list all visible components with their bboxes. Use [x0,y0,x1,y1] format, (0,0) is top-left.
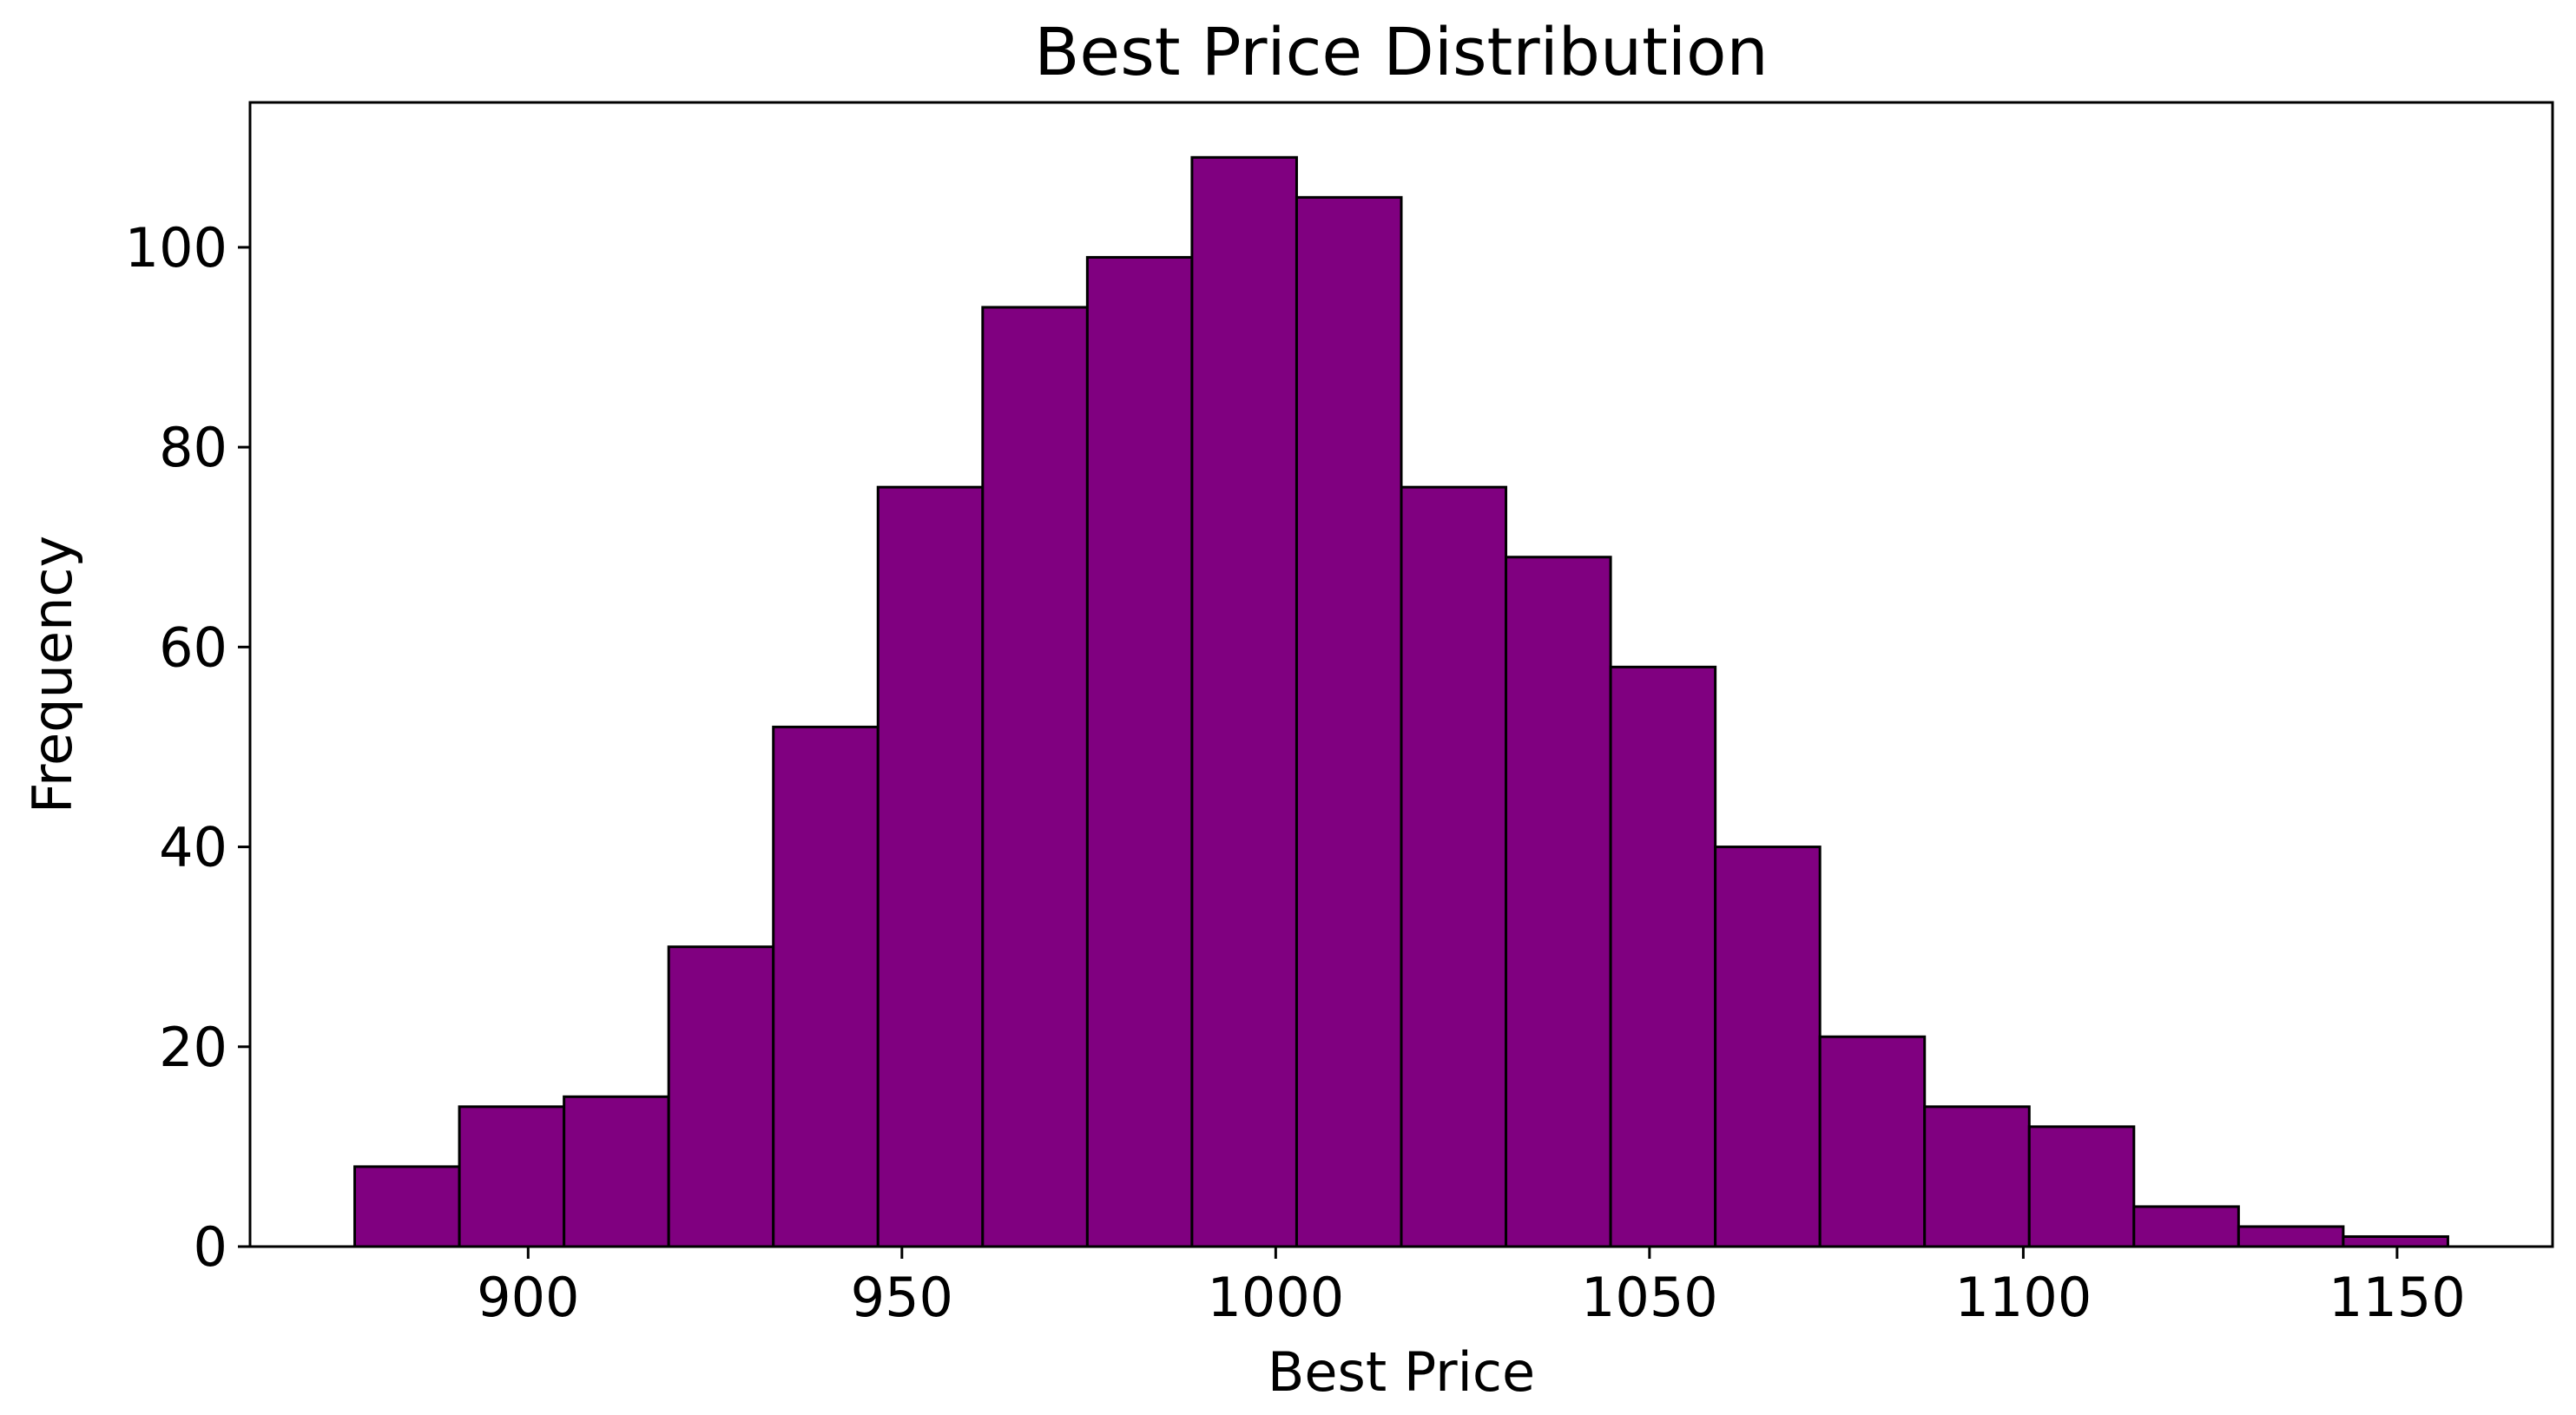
histogram-bar [1923,1105,2031,1248]
histogram-bar [2132,1205,2240,1248]
y-tick-label: 80 [159,416,227,479]
histogram-bar [563,1095,670,1248]
histogram-bar [1609,665,1717,1248]
histogram-bar [2342,1234,2449,1248]
x-tick-label: 1150 [2329,1266,2466,1329]
histogram-bar [2237,1225,2345,1248]
histogram-bar [772,725,880,1248]
x-tick-label: 1100 [1954,1266,2092,1329]
x-tick-label: 950 [851,1266,953,1329]
y-tick-label: 100 [125,216,227,280]
y-tick-label: 60 [159,615,227,679]
histogram-bar [1505,556,1612,1248]
histogram-bar [876,485,985,1248]
x-tick-label: 900 [477,1266,579,1329]
histogram-bar [1714,846,1822,1248]
chart-title: Best Price Distribution [1034,13,1768,90]
histogram-bar [458,1105,566,1248]
histogram-bar [981,306,1089,1248]
x-tick-label: 1000 [1207,1266,1344,1329]
histogram-bar [1818,1035,1927,1248]
histogram-bar [1085,255,1194,1248]
y-tick-label: 20 [159,1016,227,1079]
y-tick-label: 0 [194,1215,227,1279]
histogram-bar [2027,1125,2136,1248]
x-axis-ticks: 900 950 1000 1050 1100 1150 [477,1247,2466,1329]
histogram-bar [667,945,775,1248]
x-axis-label: Best Price [1268,1340,1535,1404]
bars-layer [353,155,2449,1248]
histogram-bar [1400,485,1508,1248]
x-tick-label: 1050 [1581,1266,1718,1329]
y-tick-label: 40 [159,816,227,879]
plot-frame [248,101,2554,1248]
y-axis-ticks: 0 20 40 60 80 100 [125,216,250,1279]
y-axis-label: Frequency [21,536,84,813]
histogram-bar [1190,155,1298,1248]
histogram-bar [1295,195,1403,1248]
histogram-bar [353,1165,461,1248]
